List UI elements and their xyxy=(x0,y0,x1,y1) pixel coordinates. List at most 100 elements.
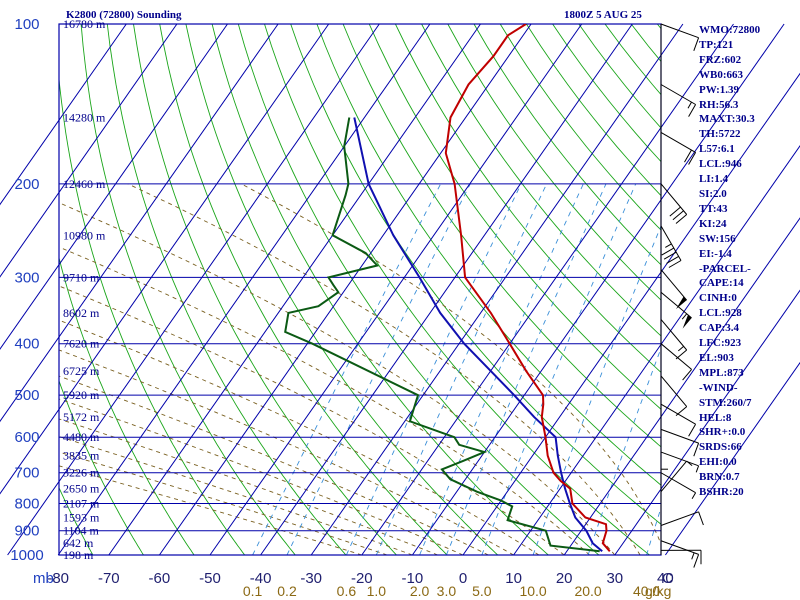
temperature-trace xyxy=(444,24,611,552)
wind-barb xyxy=(660,23,700,51)
barb-half xyxy=(691,492,697,500)
plot-frame xyxy=(58,23,662,556)
barb-flag xyxy=(682,314,692,329)
isotherm xyxy=(0,23,330,495)
index-item: -PARCEL- xyxy=(699,262,751,275)
pressure-tick-label: 800 xyxy=(14,496,39,513)
pressure-tick-label: 200 xyxy=(14,176,39,193)
index-item: TH:5722 xyxy=(699,128,741,141)
pressure-tick-label: 100 xyxy=(14,16,39,33)
height-label: 7620 m xyxy=(63,337,100,351)
height-label: 198 m xyxy=(63,548,94,562)
isotherm xyxy=(108,23,481,556)
barb-half xyxy=(686,460,693,466)
index-item: SW:156 xyxy=(699,232,736,245)
index-item: EL:903 xyxy=(699,351,734,364)
dry-adiabat xyxy=(59,256,195,555)
barb-staff xyxy=(660,428,699,444)
barb-staff xyxy=(660,511,699,526)
moist-adiabat xyxy=(59,398,464,555)
wind-barb xyxy=(660,269,688,310)
barb-full xyxy=(698,511,704,526)
wind-barb xyxy=(660,511,704,526)
profiles xyxy=(284,24,611,553)
height-label: 14280 m xyxy=(63,111,106,125)
isotherm xyxy=(57,23,431,556)
index-item: EI:-1.4 xyxy=(699,247,732,260)
temperature-tick-label: 40 xyxy=(657,570,674,587)
wind-barb xyxy=(660,131,697,165)
dry-adiabats xyxy=(59,24,661,555)
dry-adiabat xyxy=(106,24,347,555)
barb-half xyxy=(687,101,692,109)
mixing-ratio-line xyxy=(532,224,661,555)
dry-adiabat xyxy=(447,24,661,301)
temperature-tick-label: -40 xyxy=(250,570,272,587)
index-item: SRDS:66 xyxy=(699,441,742,454)
isotherm xyxy=(0,23,279,423)
wind-barb xyxy=(660,451,700,473)
index-item: RH:56.3 xyxy=(699,98,739,111)
dry-adiabat xyxy=(394,24,661,373)
barb-staff xyxy=(660,269,688,301)
index-item: FRZ:602 xyxy=(699,53,742,66)
valid-time: 1800Z 5 AUG 25 xyxy=(564,9,642,21)
dry-adiabat xyxy=(59,74,246,555)
barb-staff xyxy=(660,131,696,153)
barb-full xyxy=(669,206,681,217)
temperature-tick-label: 0 xyxy=(459,570,467,587)
index-item: BSHR:20 xyxy=(699,486,744,499)
pressure-tick-label: 300 xyxy=(14,269,39,286)
height-label: 2650 m xyxy=(63,482,100,496)
mixing-ratio-tick-label: 0.2 xyxy=(277,583,297,599)
temperature-tick-label: -20 xyxy=(351,570,373,587)
moist-adiabat xyxy=(59,202,616,555)
isotherm xyxy=(664,361,800,556)
pressure-tick-label: 400 xyxy=(14,336,39,353)
barb-staff xyxy=(660,291,692,319)
temperature-tick-label: -30 xyxy=(300,570,322,587)
wind-barb xyxy=(660,472,697,500)
pressure-tick-label: 600 xyxy=(14,429,39,446)
barb-full xyxy=(688,423,697,437)
pressure-tick-label: 900 xyxy=(14,523,39,540)
index-item: EHI:0.0 xyxy=(699,456,737,469)
isotherm xyxy=(513,144,800,556)
temperature-tick-label: -70 xyxy=(98,570,120,587)
isotherm xyxy=(563,217,800,556)
height-label: 5920 m xyxy=(63,388,100,402)
index-item: L57:6.1 xyxy=(699,143,735,156)
height-label: 4480 m xyxy=(63,430,100,444)
dry-adiabat xyxy=(80,24,296,555)
index-item: LFC:923 xyxy=(699,337,742,350)
height-label: 3835 m xyxy=(63,449,100,463)
wind-barb xyxy=(660,403,697,437)
barb-staff xyxy=(660,403,696,425)
wind-barb xyxy=(660,549,702,565)
index-item: WB0:663 xyxy=(699,68,743,81)
mixing-ratio-tick-label: 3.0 xyxy=(437,583,457,599)
index-item: TT:43 xyxy=(699,202,728,215)
index-item: CINH:0 xyxy=(699,292,737,305)
barb-full xyxy=(693,442,700,457)
barb-staff xyxy=(660,375,688,407)
isotherm xyxy=(361,23,734,556)
barb-full xyxy=(668,260,682,268)
wind-barb xyxy=(660,183,688,224)
isotherm xyxy=(7,23,380,556)
barb-staff xyxy=(660,451,699,467)
isotherm xyxy=(0,23,178,278)
mixing-ratio-tick-label: 40.0 xyxy=(633,583,660,599)
barb-staff xyxy=(660,319,688,351)
dry-adiabat xyxy=(237,24,600,555)
barb-staff xyxy=(660,540,699,555)
dewpoint-trace xyxy=(284,117,600,553)
barb-full xyxy=(688,104,697,117)
temperature-tick-label: -50 xyxy=(199,570,221,587)
mixing-ratio-tick-label: 10.0 xyxy=(519,583,546,599)
isotherm xyxy=(0,23,228,350)
wind-barb xyxy=(660,460,693,493)
wind-barb xyxy=(660,428,700,457)
isotherm xyxy=(462,72,800,556)
